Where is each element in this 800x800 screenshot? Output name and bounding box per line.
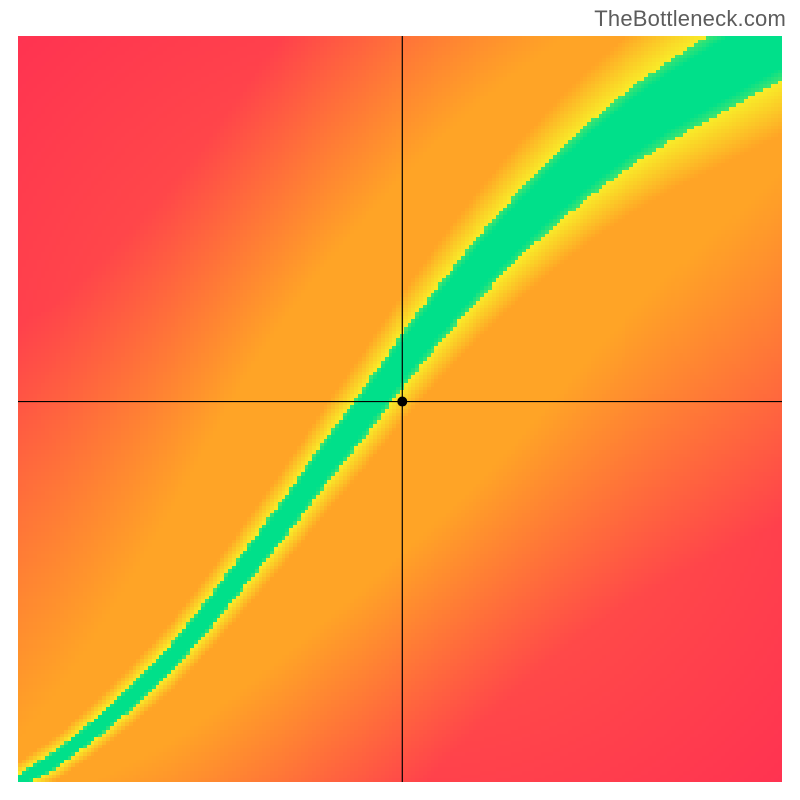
- chart-container: TheBottleneck.com: [0, 0, 800, 800]
- watermark-text: TheBottleneck.com: [594, 6, 786, 32]
- bottleneck-heatmap: [18, 36, 782, 782]
